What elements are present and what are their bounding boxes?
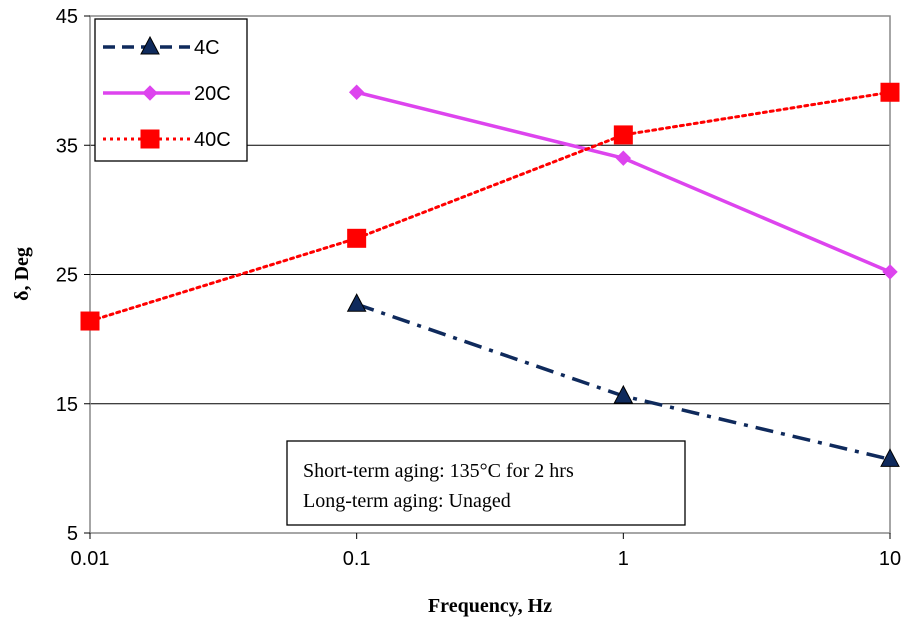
series-line [356,302,891,462]
data-point [347,228,367,248]
grid-lines [90,144,890,405]
y-tick-label: 5 [67,523,78,545]
y-tick-label: 35 [56,135,78,157]
legend-item-4C: 4C [103,35,220,59]
x-tick-label: 0.01 [71,548,110,570]
legend-item-40C: 40C [103,129,231,151]
data-point [615,150,632,166]
x-axis-ticks: 0.01 0.1 1 10 [71,533,901,570]
data-point [346,293,367,312]
legend-item-20C: 20C [103,83,231,105]
y-axis-title: δ, Deg [11,247,33,301]
y-tick-label: 25 [56,265,78,287]
x-tick-label: 10 [879,548,901,570]
series-4C [346,293,900,467]
series-20C [348,84,898,280]
annotation-box: Short-term aging: 135°C for 2 hrs Long-t… [286,440,686,526]
legend-marker [142,85,158,101]
data-point [880,82,900,102]
data-point [80,311,100,331]
legend-label: 40C [194,129,231,151]
series-40C [80,82,900,331]
y-axis-ticks: 5 15 25 35 45 [56,6,90,545]
series-line [88,90,892,323]
annotation-line-2: Long-term aging: Unaged [303,490,511,512]
series-layer [80,82,900,467]
y-tick-label: 15 [56,394,78,416]
legend-label: 20C [194,83,231,105]
legend-marker [140,129,160,149]
x-axis-title: Frequency, Hz [428,595,552,617]
annotation-line-1: Short-term aging: 135°C for 2 hrs [303,460,574,482]
x-tick-label: 0.1 [343,548,371,570]
data-point [348,84,365,100]
annotation-frame [286,440,686,526]
x-tick-label: 1 [618,548,629,570]
legend-marker [140,35,160,55]
legend-box [94,18,248,162]
series-line [356,90,891,274]
legend-label: 4C [194,37,220,59]
data-point [613,384,634,404]
data-point [882,264,898,280]
data-point [613,125,633,145]
data-point [880,448,900,467]
y-tick-label: 45 [56,6,78,28]
legend: 4C 20C 40C [94,18,248,162]
